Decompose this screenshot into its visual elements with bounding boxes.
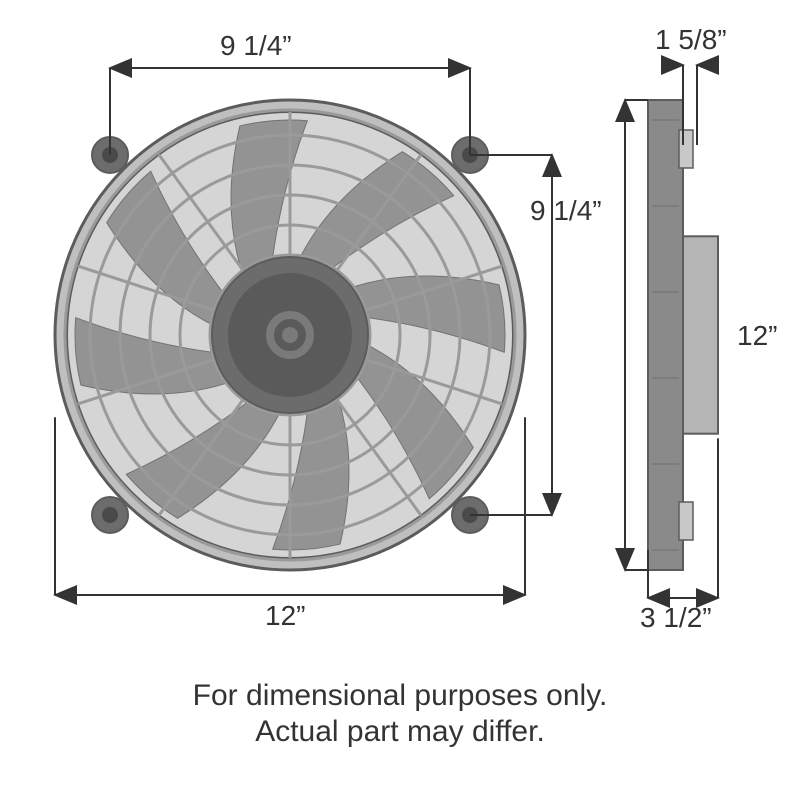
disclaimer-text: For dimensional purposes only. Actual pa… xyxy=(0,678,800,750)
dim-bottom-width: 12” xyxy=(265,600,305,632)
disclaimer-line2: Actual part may differ. xyxy=(255,715,545,748)
dim-right-mount: 9 1/4” xyxy=(530,195,602,227)
dim-side-bottom-depth: 3 1/2” xyxy=(640,602,712,634)
dim-side-top-depth: 1 5/8” xyxy=(655,24,727,56)
disclaimer-line1: For dimensional purposes only. xyxy=(193,679,608,712)
dim-side-height: 12” xyxy=(737,320,777,352)
fan-side-view xyxy=(648,100,718,570)
dim-top-width: 9 1/4” xyxy=(220,30,292,62)
fan-front-view xyxy=(55,100,525,570)
